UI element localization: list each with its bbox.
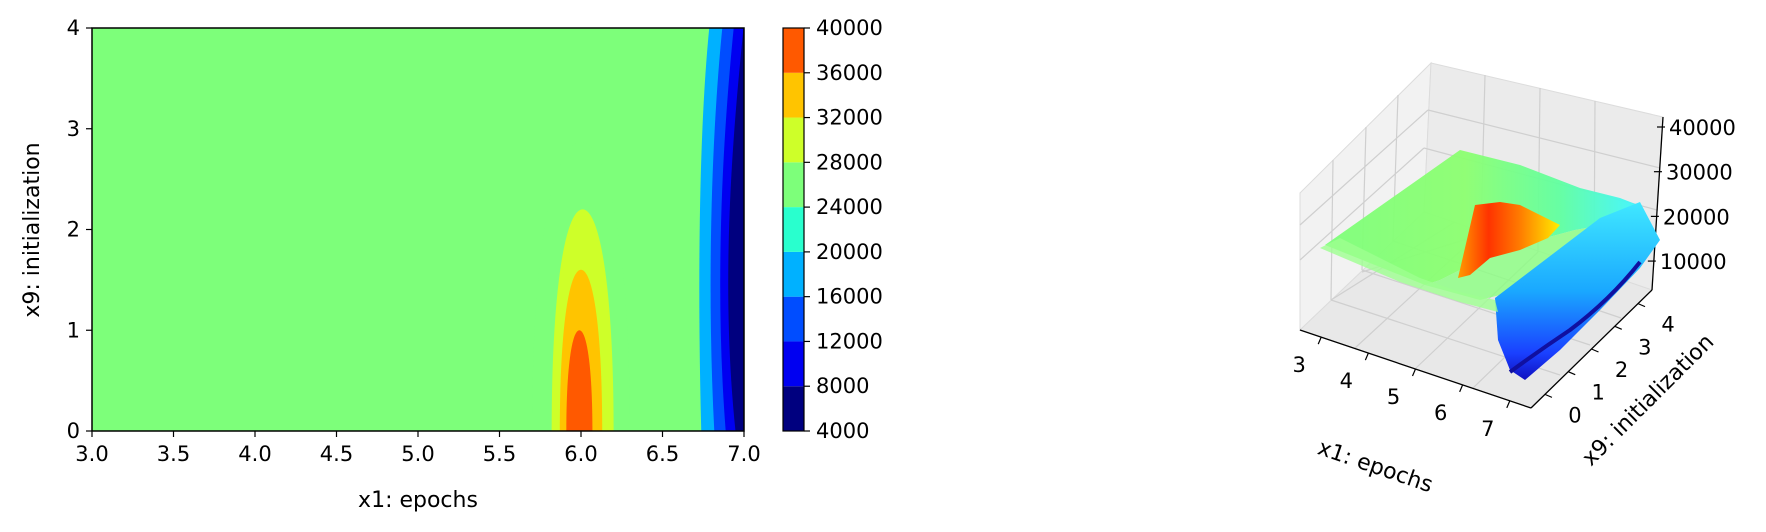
contour-y-tick-label: 4 bbox=[67, 16, 80, 40]
contour-x-tick-label: 3.0 bbox=[75, 442, 108, 466]
colorbar-cell bbox=[783, 162, 804, 208]
colorbar-tick-label: 8000 bbox=[816, 374, 869, 398]
contour-x-tick-label: 7.0 bbox=[727, 442, 760, 466]
colorbar-tick-label: 16000 bbox=[816, 285, 883, 309]
colorbar-ticks: 4000 8000 12000 16000 20000 24000 28000 32000 36… bbox=[804, 16, 883, 443]
contour-x-tick-label: 5.5 bbox=[483, 442, 516, 466]
surface-front-rim bbox=[1320, 238, 1498, 312]
contour-x-tick-label: 4.0 bbox=[238, 442, 271, 466]
surface-mesh bbox=[1320, 150, 1660, 380]
surface-x-tick-label: 5 bbox=[1387, 385, 1400, 409]
surface-z-tick-label: 20000 bbox=[1663, 205, 1730, 229]
surface-x-axis-label: x1: epochs bbox=[1314, 436, 1435, 499]
contour-x-tick-label: 4.5 bbox=[320, 442, 353, 466]
surface-z-tick-label: 40000 bbox=[1669, 116, 1736, 140]
surface-y-tick-mark bbox=[1544, 393, 1553, 398]
colorbar-cell bbox=[783, 28, 804, 73]
surface-x-tick-mark bbox=[1411, 368, 1417, 377]
surface-z-ticks: 10000 20000 30000 40000 bbox=[1647, 116, 1736, 274]
surface-y-tick-label: 0 bbox=[1568, 403, 1581, 427]
surface-y-tick-mark bbox=[1637, 303, 1646, 308]
colorbar-tick-label: 4000 bbox=[816, 419, 869, 443]
surface-y-tick-mark bbox=[1614, 325, 1623, 330]
contour-x-ticks: 3.0 3.5 4.0 4.5 5.0 5.5 6.0 6.5 7.0 bbox=[75, 431, 761, 466]
colorbar-cell bbox=[783, 72, 804, 118]
colorbar-tick-label: 40000 bbox=[816, 16, 883, 40]
surface-x-tick-mark bbox=[1317, 336, 1322, 345]
colorbar-cell bbox=[783, 207, 804, 252]
colorbar: 4000 8000 12000 16000 20000 24000 28000 32000 36… bbox=[782, 16, 883, 443]
surface-x-tick-label: 4 bbox=[1340, 369, 1353, 393]
colorbar-tick-label: 28000 bbox=[816, 150, 883, 174]
surface-y-tick-label: 3 bbox=[1638, 335, 1651, 359]
colorbar-frame bbox=[782, 27, 805, 432]
surface-peak bbox=[1458, 202, 1560, 278]
colorbar-cell bbox=[783, 296, 804, 342]
colorbar-tick-label: 20000 bbox=[816, 240, 883, 264]
contour-x-axis-label: x1: epochs bbox=[358, 488, 478, 513]
contour-x-tick-label: 6.0 bbox=[564, 442, 597, 466]
surface-x-tick-mark bbox=[1364, 352, 1369, 361]
surface-y-tick-mark bbox=[1591, 348, 1599, 353]
contour-y-tick-label: 2 bbox=[67, 218, 80, 242]
colorbar-cell bbox=[783, 251, 804, 297]
colorbar-tick-label: 12000 bbox=[816, 329, 883, 353]
surface-y-tick-label: 4 bbox=[1661, 313, 1674, 337]
surface-y-tick-label: 2 bbox=[1615, 358, 1628, 382]
surface-y-tick-label: 1 bbox=[1592, 381, 1605, 405]
contour-background-region bbox=[92, 28, 744, 431]
contour-y-ticks: 0 1 2 3 4 bbox=[67, 16, 92, 443]
colorbar-tick-label: 36000 bbox=[816, 61, 883, 85]
contour-x-tick-label: 6.5 bbox=[646, 442, 679, 466]
surface-cliff-edge bbox=[1508, 260, 1642, 374]
contour-region-4000 bbox=[728, 28, 744, 431]
contour-y-tick-label: 1 bbox=[67, 318, 80, 342]
contour-region-36000 bbox=[566, 330, 593, 431]
colorbar-cell bbox=[783, 117, 804, 163]
contour-fills bbox=[92, 28, 744, 431]
contour-x-tick-label: 5.0 bbox=[401, 442, 434, 466]
colorbar-cell bbox=[783, 386, 804, 431]
colorbar-tick-label: 32000 bbox=[816, 106, 883, 130]
surface-x-ticks: 3 4 5 6 7 bbox=[1293, 336, 1511, 441]
surface-cliff bbox=[1495, 202, 1660, 380]
surface-x-tick-label: 3 bbox=[1293, 353, 1306, 377]
contour-y-tick-label: 0 bbox=[67, 419, 80, 443]
surface-x-tick-label: 7 bbox=[1481, 417, 1494, 441]
colorbar-cell bbox=[783, 341, 804, 387]
surface-x-tick-mark bbox=[1459, 384, 1464, 393]
surface-x-tick-label: 6 bbox=[1434, 401, 1447, 425]
surface-z-tick-label: 10000 bbox=[1660, 250, 1727, 274]
contour-chart: 3.0 3.5 4.0 4.5 5.0 5.5 6.0 6.5 7.0 0 1 2 3 4 x1: ep… bbox=[20, 16, 761, 513]
colorbar-cells bbox=[783, 28, 804, 431]
colorbar-tick-label: 24000 bbox=[816, 195, 883, 219]
surface-y-tick-mark bbox=[1567, 371, 1576, 376]
contour-x-tick-label: 3.5 bbox=[157, 442, 190, 466]
contour-y-axis-label: x9: initialization bbox=[20, 142, 45, 317]
surface-z-tick-label: 30000 bbox=[1666, 161, 1733, 185]
contour-y-tick-label: 3 bbox=[67, 117, 80, 141]
surface-x-tick-mark bbox=[1506, 400, 1511, 409]
